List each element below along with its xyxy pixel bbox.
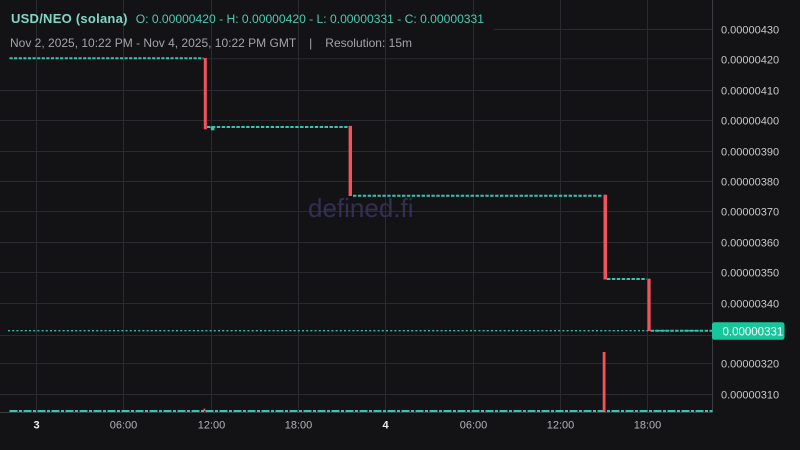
svg-text:0.00000350: 0.00000350 [721,268,779,280]
svg-text:06:00: 06:00 [460,420,488,432]
svg-text:18:00: 18:00 [634,420,662,432]
svg-text:12:00: 12:00 [547,420,575,432]
svg-text:0.00000410: 0.00000410 [721,86,779,98]
svg-text:0.00000360: 0.00000360 [721,238,779,250]
svg-text:0.00000430: 0.00000430 [721,25,779,37]
svg-text:0.00000310: 0.00000310 [721,390,779,402]
svg-text:0.00000320: 0.00000320 [721,359,779,371]
svg-text:12:00: 12:00 [198,420,226,432]
svg-text:0.00000340: 0.00000340 [721,299,779,311]
svg-text:0.00000400: 0.00000400 [721,116,779,128]
svg-text:0.00000420: 0.00000420 [721,55,779,67]
svg-text:3: 3 [33,420,39,432]
svg-text:4: 4 [382,420,389,432]
svg-text:0.00000390: 0.00000390 [721,147,779,159]
svg-text:0.00000380: 0.00000380 [721,177,779,189]
svg-text:0.00000331: 0.00000331 [723,326,784,338]
svg-text:0.00000370: 0.00000370 [721,207,779,219]
svg-text:06:00: 06:00 [110,420,138,432]
svg-text:18:00: 18:00 [285,420,313,432]
